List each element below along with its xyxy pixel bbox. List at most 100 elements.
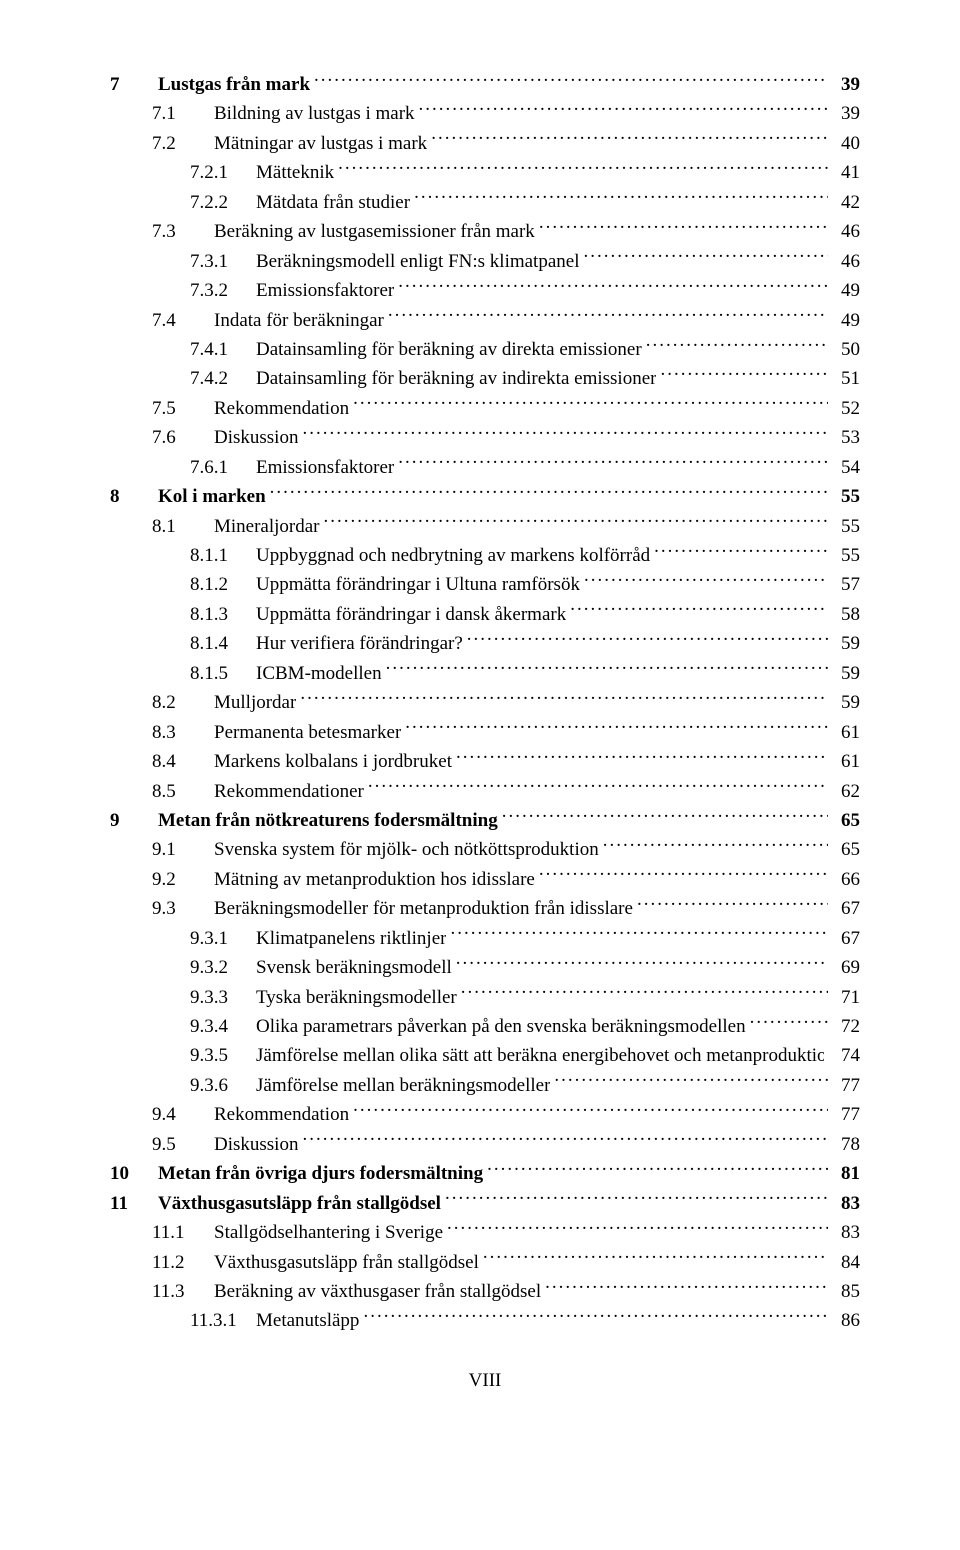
- toc-entry: 9.3.6Jämförelse mellan beräkningsmodelle…: [110, 1071, 860, 1100]
- toc-entry-label: Stallgödselhantering i Sverige: [214, 1218, 443, 1247]
- toc-entry-page: 46: [832, 247, 860, 276]
- toc-entry: 9.2Mätning av metanproduktion hos idissl…: [110, 865, 860, 894]
- toc-entry-number: 7.4: [152, 306, 214, 335]
- toc-entry-page: 62: [832, 777, 860, 806]
- toc-entry-label: Beräkning av växthusgaser från stallgöds…: [214, 1277, 541, 1306]
- toc-entry-page: 40: [832, 129, 860, 158]
- toc-entry-page: 50: [832, 335, 860, 364]
- toc-entry-page: 83: [832, 1189, 860, 1218]
- toc-entry-number: 8.1.5: [190, 659, 256, 688]
- toc-entry: 11.1Stallgödselhantering i Sverige83: [110, 1218, 860, 1247]
- toc-entry-number: 7.1: [152, 99, 214, 128]
- toc-entry-page: 84: [832, 1248, 860, 1277]
- toc-entry-number: 11: [110, 1189, 158, 1218]
- toc-entry: 8.1.4Hur verifiera förändringar?59: [110, 629, 860, 658]
- toc-leader-dots: [456, 748, 828, 767]
- toc-entry: 8.1Mineraljordar55: [110, 512, 860, 541]
- toc-leader-dots: [270, 483, 828, 502]
- toc-entry-page: 69: [832, 953, 860, 982]
- toc-entry: 7.6Diskussion53: [110, 423, 860, 452]
- toc-entry: 10Metan från övriga djurs fodersmältning…: [110, 1159, 860, 1188]
- toc-leader-dots: [570, 601, 828, 620]
- toc-entry: 7.3.2Emissionsfaktorer49: [110, 276, 860, 305]
- toc-leader-dots: [363, 1307, 828, 1326]
- toc-entry-page: 46: [832, 217, 860, 246]
- toc-entry: 7.2Mätningar av lustgas i mark 40: [110, 129, 860, 158]
- toc-entry-label: Jämförelse mellan olika sätt att beräkna…: [256, 1041, 824, 1070]
- toc-entry-page: 49: [832, 306, 860, 335]
- toc-leader-dots: [654, 542, 828, 561]
- toc-entry: 9Metan från nötkreaturens fodersmältning…: [110, 806, 860, 835]
- toc-entry-number: 8.1.2: [190, 570, 256, 599]
- toc-entry-page: 85: [832, 1277, 860, 1306]
- toc-entry-label: Metan från nötkreaturens fodersmältning: [158, 806, 498, 835]
- toc-entry-label: Mätningar av lustgas i mark: [214, 129, 427, 158]
- toc-entry-label: Rekommendation: [214, 1100, 349, 1129]
- toc-entry: 7.4Indata för beräkningar 49: [110, 306, 860, 335]
- toc-entry-label: Emissionsfaktorer: [256, 453, 394, 482]
- toc-entry: 7.1Bildning av lustgas i mark39: [110, 99, 860, 128]
- toc-page: 7Lustgas från mark397.1Bildning av lustg…: [0, 0, 960, 1452]
- toc-entry-label: Diskussion: [214, 1130, 298, 1159]
- toc-entry-page: 55: [832, 512, 860, 541]
- toc-entry-number: 10: [110, 1159, 158, 1188]
- toc-entry-label: Permanenta betesmarker: [214, 718, 401, 747]
- toc-entry-number: 9: [110, 806, 158, 835]
- toc-entry: 8Kol i marken55: [110, 482, 860, 511]
- toc-entry-number: 11.3: [152, 1277, 214, 1306]
- toc-leader-dots: [584, 571, 828, 590]
- toc-entry-number: 7.4.1: [190, 335, 256, 364]
- toc-entry-label: Klimatpanelens riktlinjer: [256, 924, 446, 953]
- toc-leader-dots: [431, 130, 828, 149]
- toc-entry-number: 7.4.2: [190, 364, 256, 393]
- toc-entry-label: Bildning av lustgas i mark: [214, 99, 415, 128]
- toc-entry-label: Växthusgasutsläpp från stallgödsel: [214, 1248, 479, 1277]
- toc-leader-dots: [539, 218, 828, 237]
- toc-entry-number: 8.3: [152, 718, 214, 747]
- toc-entry: 9.3.3Tyska beräkningsmodeller71: [110, 983, 860, 1012]
- toc-entry-page: 86: [832, 1306, 860, 1335]
- toc-entry-page: 53: [832, 423, 860, 452]
- toc-entry-number: 11.2: [152, 1248, 214, 1277]
- toc-entry-number: 7.3.2: [190, 276, 256, 305]
- toc-leader-dots: [324, 513, 828, 532]
- toc-entry: 7.2.1Mätteknik41: [110, 158, 860, 187]
- toc-entry: 8.1.2Uppmätta förändringar i Ultuna ramf…: [110, 570, 860, 599]
- toc-leader-dots: [646, 336, 828, 355]
- toc-entry: 8.1.3Uppmätta förändringar i dansk åkerm…: [110, 600, 860, 629]
- toc-entry-label: Uppmätta förändringar i dansk åkermark: [256, 600, 566, 629]
- table-of-contents: 7Lustgas från mark397.1Bildning av lustg…: [110, 70, 860, 1336]
- toc-entry-number: 11.3.1: [190, 1306, 256, 1335]
- toc-entry-page: 65: [832, 835, 860, 864]
- toc-leader-dots: [398, 277, 828, 296]
- toc-entry-label: ICBM-modellen: [256, 659, 382, 688]
- toc-entry-number: 7.2: [152, 129, 214, 158]
- toc-leader-dots: [502, 807, 828, 826]
- toc-entry-page: 57: [832, 570, 860, 599]
- toc-entry-label: Datainsamling för beräkning av indirekta…: [256, 364, 656, 393]
- toc-entry-label: Tyska beräkningsmodeller: [256, 983, 457, 1012]
- toc-entry: 7Lustgas från mark39: [110, 70, 860, 99]
- toc-leader-dots: [368, 778, 828, 797]
- toc-entry-label: Mulljordar: [214, 688, 296, 717]
- toc-entry-label: Mätteknik: [256, 158, 334, 187]
- toc-leader-dots: [314, 71, 828, 90]
- toc-entry-page: 51: [832, 364, 860, 393]
- toc-entry-label: Indata för beräkningar: [214, 306, 384, 335]
- toc-entry-number: 9.4: [152, 1100, 214, 1129]
- toc-entry: 8.1.5ICBM-modellen59: [110, 659, 860, 688]
- toc-leader-dots: [302, 424, 828, 443]
- toc-leader-dots: [302, 1131, 828, 1150]
- toc-entry-label: Metan från övriga djurs fodersmältning: [158, 1159, 483, 1188]
- toc-entry-number: 9.3: [152, 894, 214, 923]
- toc-entry-page: 59: [832, 688, 860, 717]
- toc-leader-dots: [660, 365, 828, 384]
- toc-entry: 11.3.1Metanutsläpp86: [110, 1306, 860, 1335]
- toc-entry-label: Rekommendationer: [214, 777, 364, 806]
- toc-entry-number: 7.2.2: [190, 188, 256, 217]
- toc-entry: 8.3Permanenta betesmarker61: [110, 718, 860, 747]
- toc-entry-page: 52: [832, 394, 860, 423]
- toc-entry: 8.5Rekommendationer62: [110, 777, 860, 806]
- toc-leader-dots: [583, 248, 828, 267]
- toc-entry-number: 9.3.5: [190, 1041, 256, 1070]
